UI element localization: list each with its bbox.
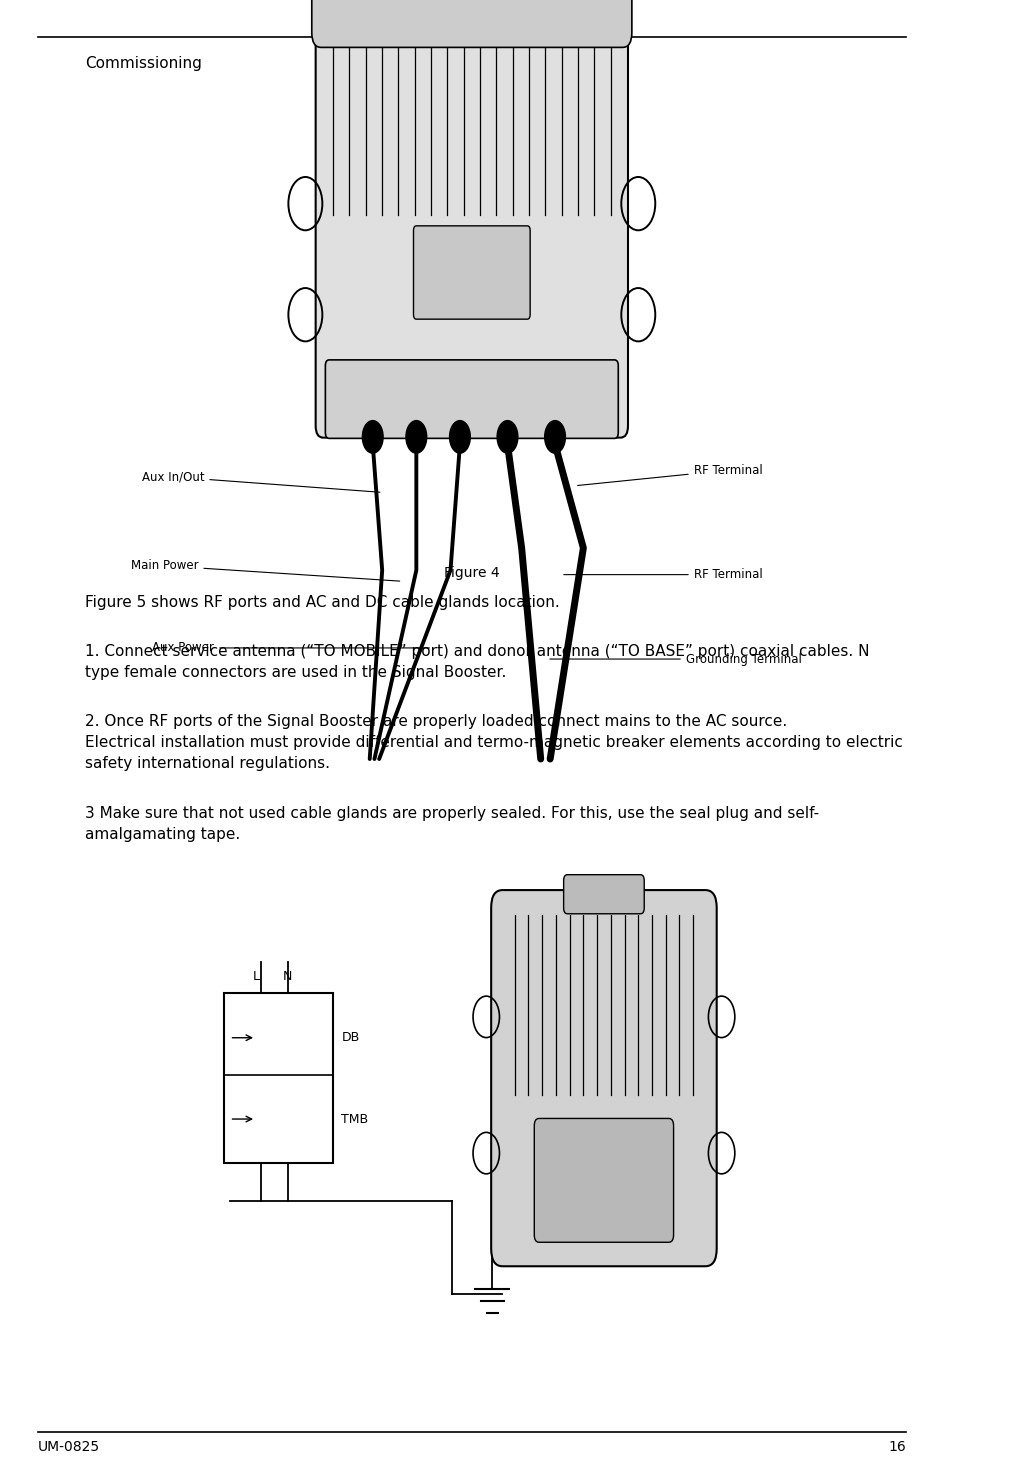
Text: Aux Power: Aux Power	[152, 641, 430, 655]
Text: Aux In/Out: Aux In/Out	[142, 471, 380, 492]
FancyBboxPatch shape	[325, 360, 619, 438]
Circle shape	[363, 421, 383, 453]
Circle shape	[449, 421, 470, 453]
Text: Grounding Terminal: Grounding Terminal	[550, 653, 802, 665]
Circle shape	[544, 421, 565, 453]
Bar	[224, 992, 333, 1164]
Text: N: N	[282, 970, 291, 983]
FancyBboxPatch shape	[534, 1118, 674, 1243]
Text: Figure 4: Figure 4	[444, 566, 500, 579]
FancyBboxPatch shape	[312, 0, 632, 47]
Text: Main Power: Main Power	[131, 560, 400, 581]
Text: 1. Connect service antenna (“TO MOBILE” port) and donor antenna (“TO BASE” port): 1. Connect service antenna (“TO MOBILE” …	[85, 644, 870, 680]
Text: 2. Once RF ports of the Signal Booster are properly loaded connect mains to the : 2. Once RF ports of the Signal Booster a…	[85, 714, 903, 770]
Text: Commissioning: Commissioning	[85, 56, 201, 71]
Text: TMB: TMB	[341, 1112, 369, 1126]
Text: RF Terminal: RF Terminal	[564, 569, 762, 581]
Text: RF Terminal: RF Terminal	[577, 464, 762, 486]
Text: UM-0825: UM-0825	[38, 1441, 100, 1454]
Circle shape	[497, 421, 518, 453]
FancyBboxPatch shape	[413, 225, 530, 318]
Text: 16: 16	[888, 1441, 906, 1454]
Text: 3 Make sure that not used cable glands are properly sealed. For this, use the se: 3 Make sure that not used cable glands a…	[85, 806, 819, 841]
Text: L: L	[253, 970, 260, 983]
FancyBboxPatch shape	[564, 875, 645, 914]
FancyBboxPatch shape	[316, 3, 628, 437]
FancyBboxPatch shape	[491, 890, 717, 1266]
Text: Figure 5 shows RF ports and AC and DC cable glands location.: Figure 5 shows RF ports and AC and DC ca…	[85, 595, 560, 610]
Text: DB: DB	[341, 1031, 359, 1044]
Circle shape	[406, 421, 427, 453]
